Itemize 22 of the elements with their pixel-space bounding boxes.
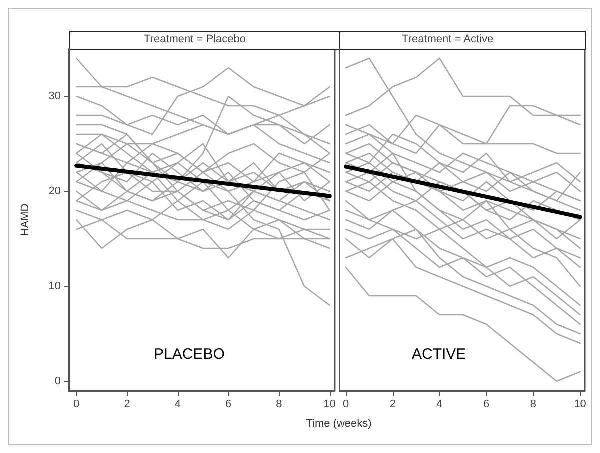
x-tick-label: 10 <box>324 398 336 410</box>
y-tick-label: 0 <box>54 376 61 388</box>
y-tick-label: 30 <box>48 90 61 102</box>
x-tick-label: 0 <box>74 398 80 410</box>
annotation: PLACEBO <box>154 346 225 363</box>
x-tick-label: 2 <box>390 398 396 410</box>
x-tick-label: 6 <box>226 398 232 410</box>
x-tick-label: 0 <box>342 398 350 410</box>
x-tick-label: 10 <box>574 398 586 410</box>
chart-title: Treatment = Active <box>402 34 494 46</box>
x-axis-title: Time (weeks) <box>305 418 373 430</box>
annotation: ACTIVE <box>412 346 466 363</box>
x-tick-label: 8 <box>276 398 282 410</box>
x-tick-label: 4 <box>436 398 443 410</box>
y-tick-label: 20 <box>48 186 61 198</box>
x-tick-label: 2 <box>124 398 130 410</box>
chart-title: Treatment = Placebo <box>144 34 246 46</box>
y-tick-label: 10 <box>48 280 61 292</box>
x-tick-label: 6 <box>484 398 490 410</box>
x-tick-label: 8 <box>530 398 537 410</box>
x-tick-label: 4 <box>174 398 181 410</box>
y-axis-title: HAMD <box>20 204 32 236</box>
